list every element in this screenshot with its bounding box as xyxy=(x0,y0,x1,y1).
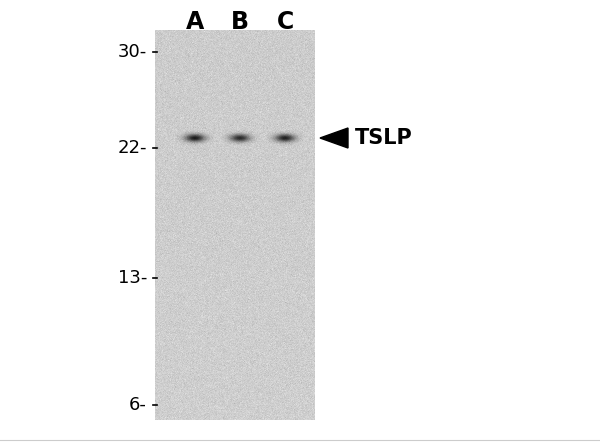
Text: 22-: 22- xyxy=(118,139,147,157)
Polygon shape xyxy=(320,128,348,148)
Text: B: B xyxy=(231,10,249,34)
Text: 6-: 6- xyxy=(129,396,147,414)
Text: 30-: 30- xyxy=(118,43,147,61)
Text: TSLP: TSLP xyxy=(355,128,413,148)
Text: C: C xyxy=(277,10,293,34)
Text: 13-: 13- xyxy=(118,269,147,287)
Text: A: A xyxy=(186,10,204,34)
